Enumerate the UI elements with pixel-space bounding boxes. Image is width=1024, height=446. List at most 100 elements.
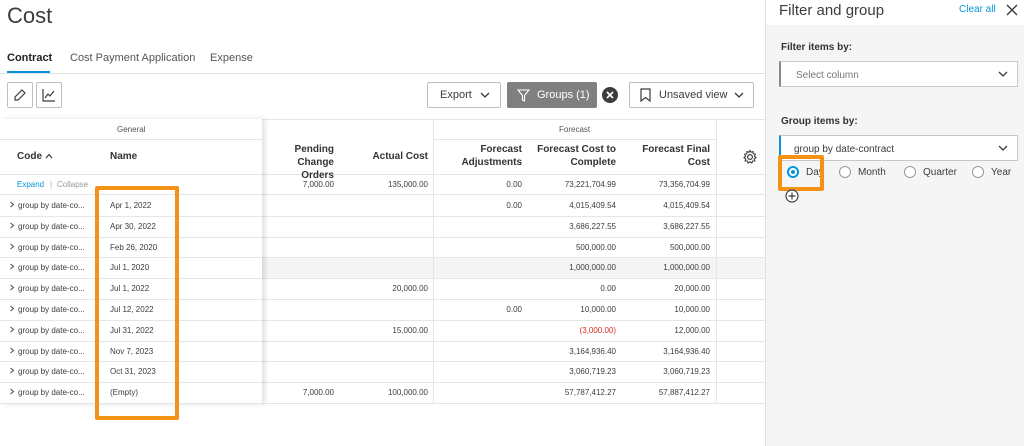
column-header-forecast-cost-to-complete[interactable]: Forecast Cost to Complete [527, 143, 616, 169]
tab-contract[interactable]: Contract [7, 52, 53, 64]
row-divider [0, 299, 765, 300]
cell-forecast-cost-to-complete: 1,000,000.00 [569, 263, 616, 273]
chevron-right-icon[interactable] [9, 284, 15, 291]
row-name: (Empty) [110, 388, 138, 398]
expand-link[interactable]: Expand [17, 180, 45, 189]
row-divider [0, 299, 262, 300]
export-button[interactable]: Export [427, 82, 501, 108]
close-icon [606, 91, 614, 99]
row-name: Jul 1, 2022 [110, 284, 150, 294]
column-header-code[interactable]: Code [17, 150, 53, 163]
groups-button[interactable]: Groups (1) [507, 82, 597, 108]
header-line: Adjustments [461, 157, 522, 168]
add-group-icon[interactable] [785, 189, 799, 203]
chevron-right-icon[interactable] [9, 326, 15, 333]
pencil-icon [14, 89, 26, 101]
radio-label: Month [858, 166, 886, 178]
radio-year[interactable]: Year [972, 166, 1011, 178]
cell-forecast-adjustments: 0.00 [506, 201, 522, 210]
column-divider [716, 119, 717, 404]
cell-forecast-cost-to-complete: 3,686,227.55 [569, 221, 616, 231]
header-divider [0, 174, 765, 175]
chevron-right-icon[interactable] [9, 388, 15, 395]
radio-quarter[interactable]: Quarter [904, 166, 957, 178]
total-actual-cost: 135,000.00 [387, 180, 428, 189]
chevron-right-icon[interactable] [9, 305, 15, 312]
total-forecast-final-cost: 73,356,704.99 [658, 180, 710, 189]
column-header-forecast-adjustments[interactable]: Forecast Adjustments [440, 143, 522, 169]
row-code[interactable]: group by date-co... [9, 347, 85, 356]
cell-forecast-final-cost: 57,887,412.27 [658, 388, 710, 398]
cell-forecast-final-cost: 1,000,000.00 [663, 263, 710, 273]
row-code[interactable]: group by date-co... [9, 326, 85, 335]
cell-forecast-cost-to-complete: 3,060,719.23 [569, 367, 616, 377]
collapse-link[interactable]: Collapse [57, 180, 89, 189]
radio-month[interactable]: Month [839, 166, 886, 178]
tab-cost-payment-application[interactable]: Cost Payment Application [70, 52, 196, 64]
row-divider [0, 340, 765, 342]
row-name: Feb 26, 2020 [110, 242, 158, 252]
column-header-name[interactable]: Name [110, 151, 138, 162]
cell-forecast-final-cost: 20,000.00 [674, 284, 710, 294]
view-label: Unsaved view [659, 89, 728, 101]
header-line: Orders [301, 170, 334, 181]
row-code[interactable]: group by date-co... [9, 388, 85, 397]
row-code[interactable]: group by date-co... [9, 201, 85, 210]
row-code-text: group by date-co... [18, 284, 85, 294]
filter-label: Filter items by: [781, 42, 853, 53]
filter-placeholder: Select column [796, 70, 859, 81]
column-header-pending-change-orders[interactable]: Pending Change Orders [262, 143, 334, 182]
row-divider [0, 361, 765, 363]
frozen-columns: General Code Name Expand | Collapse grou… [0, 119, 262, 404]
row-code[interactable]: group by date-co... [9, 367, 85, 376]
cell-forecast-cost-to-complete: 57,787,412.27 [564, 388, 616, 398]
close-icon[interactable] [1006, 4, 1018, 16]
group-header-divider [434, 139, 717, 140]
cell-forecast-final-cost: 3,686,227.55 [663, 221, 710, 231]
chevron-right-icon[interactable] [9, 222, 15, 229]
row-divider [0, 236, 262, 238]
clear-groups-button[interactable] [602, 87, 618, 103]
column-header-actual-cost[interactable]: Actual Cost [372, 151, 428, 162]
gear-icon[interactable] [742, 149, 758, 165]
radio-day[interactable]: Day [787, 166, 824, 178]
row-code[interactable]: group by date-co... [9, 263, 85, 272]
edit-button[interactable] [7, 82, 33, 108]
header-divider [0, 174, 262, 175]
tab-expense[interactable]: Expense [210, 52, 253, 64]
row-code-text: group by date-co... [18, 263, 85, 273]
chevron-right-icon[interactable] [9, 263, 15, 270]
cell-forecast-cost-to-complete: (3,000.00) [579, 325, 616, 335]
cell-forecast-cost-to-complete: 10,000.00 [580, 305, 616, 314]
row-divider [0, 382, 262, 384]
chevron-down-icon [734, 92, 744, 98]
row-code-text: group by date-co... [18, 305, 85, 314]
row-name: Apr 1, 2022 [110, 201, 152, 210]
line-chart-icon [42, 89, 55, 102]
chart-button[interactable] [36, 82, 62, 108]
chevron-right-icon[interactable] [9, 243, 15, 250]
row-name: Jul 12, 2022 [110, 305, 154, 314]
clear-all-link[interactable]: Clear all [959, 4, 996, 15]
row-code[interactable]: group by date-co... [9, 222, 85, 231]
row-code[interactable]: group by date-co... [9, 284, 85, 293]
view-selector[interactable]: Unsaved view [629, 82, 754, 108]
filter-column-select[interactable]: Select column [779, 61, 1018, 87]
row-code[interactable]: group by date-co... [9, 243, 85, 252]
row-divider [0, 361, 262, 363]
chevron-right-icon[interactable] [9, 347, 15, 354]
radio-label: Quarter [923, 166, 957, 178]
header-line: Complete [570, 157, 616, 168]
totals-divider [0, 194, 765, 195]
row-divider [0, 236, 765, 238]
chevron-right-icon[interactable] [9, 367, 15, 374]
group-header-divider [0, 139, 262, 140]
total-forecast-adjustments: 0.00 [506, 180, 522, 189]
row-name: Jul 31, 2022 [110, 325, 154, 335]
row-name: Apr 30, 2022 [110, 221, 156, 231]
cell-forecast-final-cost: 12,000.00 [674, 325, 710, 335]
row-code[interactable]: group by date-co... [9, 305, 85, 314]
cell-actual-cost: 100,000.00 [387, 388, 428, 398]
chevron-right-icon[interactable] [9, 201, 15, 208]
column-header-forecast-final-cost[interactable]: Forecast Final Cost [625, 143, 710, 169]
